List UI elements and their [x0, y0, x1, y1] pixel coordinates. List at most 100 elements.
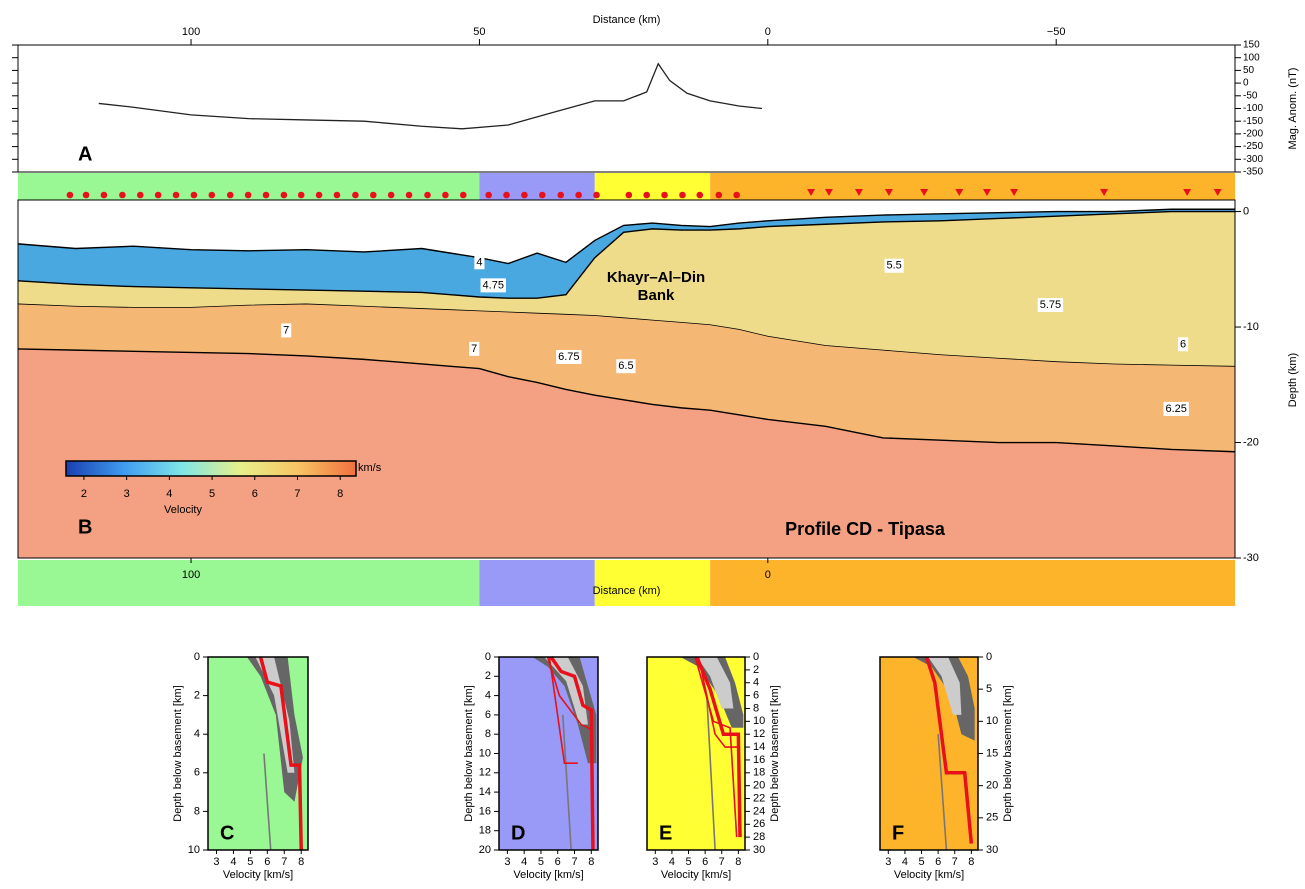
x-tick-label: 4: [669, 856, 675, 868]
layer-fill: [18, 348, 1235, 558]
station: [679, 191, 686, 199]
layer-fill: [18, 211, 1235, 367]
velocity-profile: [258, 656, 303, 851]
colorbar-tick-label: 6: [252, 488, 258, 500]
obs-station: [1010, 189, 1019, 196]
annotation: Bank: [638, 287, 675, 304]
panel-letter: A: [78, 143, 92, 165]
colorbar-tick-label: 5: [209, 488, 215, 500]
x-tick-label: 3: [885, 856, 891, 868]
velocity-profile: [263, 753, 272, 851]
y-tick-label: -250: [1243, 141, 1263, 152]
y-tick-label: 6: [485, 709, 491, 721]
station: [352, 191, 359, 199]
contour-label-box: [1178, 337, 1189, 352]
frame: [207, 656, 309, 851]
station: [154, 191, 162, 199]
y-tick-label: 10: [986, 715, 998, 727]
zone-strip: [18, 560, 480, 606]
station: [661, 191, 668, 199]
panel-letter: F: [892, 822, 904, 844]
station: [244, 191, 252, 199]
station: [442, 191, 449, 199]
velocity-profile: [546, 656, 592, 731]
y-tick-label: -50: [1243, 90, 1258, 101]
colorbar-unit: km/s: [358, 462, 382, 474]
panel-letter: E: [659, 822, 672, 844]
contour-label: 7: [283, 324, 289, 336]
y-tick-label: -20: [1243, 436, 1259, 448]
y-tick-label: 14: [753, 741, 765, 753]
x-axis-label: Velocity [km/s]: [661, 869, 731, 881]
y-tick-label: -10: [1243, 321, 1259, 333]
obs-station: [854, 189, 863, 196]
y-tick-label: 0: [1243, 78, 1249, 89]
y-tick-label: -300: [1243, 154, 1263, 165]
x-tick-label: 6: [555, 856, 561, 868]
y-tick-label: 150: [1243, 40, 1260, 51]
contour-label-box: [474, 255, 485, 270]
anomaly-line: [98, 62, 763, 130]
x-tick-label: 50: [473, 26, 485, 38]
contour-label: 6.5: [618, 360, 633, 372]
station: [369, 191, 377, 199]
x-axis-label: Distance (km): [593, 14, 661, 26]
x-tick-label: 7: [571, 856, 577, 868]
y-axis-label: Depth below basement [km]: [172, 685, 184, 821]
velocity-profile: [561, 714, 572, 851]
obs-station: [1100, 189, 1109, 196]
y-tick-label: 0: [753, 651, 759, 663]
station: [715, 191, 723, 199]
station: [387, 191, 395, 199]
velocity-profile: [924, 656, 974, 844]
y-tick-label: 30: [753, 844, 765, 856]
velocity-envelope: [928, 657, 962, 715]
station: [557, 191, 565, 199]
x-tick-label: 8: [735, 856, 741, 868]
obs-station: [1183, 189, 1192, 196]
y-tick-label: 18: [479, 825, 491, 837]
x-tick-label: 5: [538, 856, 544, 868]
y-tick-label: -200: [1243, 129, 1263, 140]
contour-label-box: [469, 341, 480, 356]
y-axis-label: Depth below basement [km]: [463, 685, 475, 821]
y-tick-label: 30: [986, 844, 998, 856]
obs-station: [884, 189, 893, 196]
contour-label: 5.5: [886, 260, 901, 272]
y-axis-label: Depth below basement [km]: [1002, 685, 1014, 821]
station: [82, 191, 90, 199]
zone-strip: [479, 560, 595, 606]
panel-letter: B: [78, 516, 92, 538]
frame: [17, 44, 1236, 173]
station: [315, 191, 323, 199]
y-tick-label: 28: [753, 831, 765, 843]
x-tick-label: 8: [298, 856, 304, 868]
layer-fill: [18, 303, 1235, 452]
y-tick-label: 0: [1243, 205, 1249, 217]
station: [696, 191, 704, 199]
y-tick-label: 16: [479, 805, 491, 817]
y-axis-label: Mag. Anom. (nT): [1287, 68, 1299, 150]
panel-letter: C: [220, 822, 234, 844]
zone-strip: [594, 173, 711, 200]
x-tick-label: 6: [935, 856, 941, 868]
y-tick-label: 0: [485, 651, 491, 663]
station: [424, 191, 431, 199]
x-tick-label: 6: [702, 856, 708, 868]
x-tick-label: 5: [247, 856, 253, 868]
y-tick-label: 50: [1243, 65, 1255, 76]
y-axis-label: Depth below basement [km]: [769, 685, 781, 821]
x-tick-label: 0: [765, 26, 771, 38]
station: [333, 191, 341, 199]
x-axis-label: Distance (km): [593, 585, 661, 597]
x-tick-label: 5: [685, 856, 691, 868]
zone-strip: [710, 560, 1235, 606]
y-tick-label: 6: [753, 690, 759, 702]
y-tick-label: -350: [1243, 167, 1263, 178]
station: [100, 191, 108, 199]
frame: [646, 656, 746, 851]
y-tick-label: 0: [194, 651, 200, 663]
obs-station: [1213, 189, 1222, 196]
velocity-envelope: [696, 657, 734, 709]
annotation: Khayr–Al–Din: [607, 269, 705, 286]
